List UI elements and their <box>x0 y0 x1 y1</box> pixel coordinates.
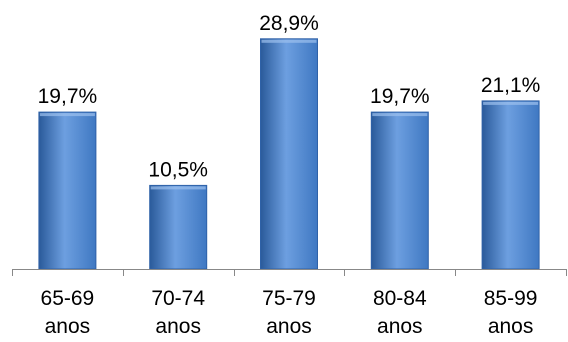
tick-labels-group: 65-69 anos 70-74 anos 75-79 anos 80-84 anos 85-9… <box>41 287 538 338</box>
bar-highlight <box>261 39 317 43</box>
x-tick-label: 85-99 <box>484 287 538 310</box>
x-tick-label: 75-79 <box>262 287 316 310</box>
bar <box>370 111 429 270</box>
data-label: 28,9% <box>259 12 319 35</box>
bar-highlight <box>483 101 539 105</box>
bar-highlight <box>150 186 206 190</box>
x-tick-label: anos <box>377 315 423 338</box>
x-tick-label: 65-69 <box>41 287 95 310</box>
data-label: 10,5% <box>148 158 208 181</box>
x-tick-label: 70-74 <box>151 287 205 310</box>
data-label: 19,7% <box>370 85 430 108</box>
bar <box>481 100 540 270</box>
x-tick-label: anos <box>155 315 201 338</box>
x-axis <box>12 269 567 276</box>
bar-highlight <box>39 113 95 117</box>
bars-group <box>38 38 540 270</box>
x-tick-label: anos <box>45 315 91 338</box>
data-label: 19,7% <box>38 85 98 108</box>
data-label: 21,1% <box>481 74 541 97</box>
data-labels-group: 19,7% 10,5% 28,9% 19,7% 21,1% <box>38 12 541 182</box>
bar <box>149 184 208 270</box>
bar-highlight <box>372 113 428 117</box>
x-tick-label: anos <box>488 315 534 338</box>
x-tick-label: 80-84 <box>373 287 427 310</box>
bar <box>260 38 318 270</box>
bar <box>38 111 97 270</box>
x-tick-label: anos <box>266 315 312 338</box>
